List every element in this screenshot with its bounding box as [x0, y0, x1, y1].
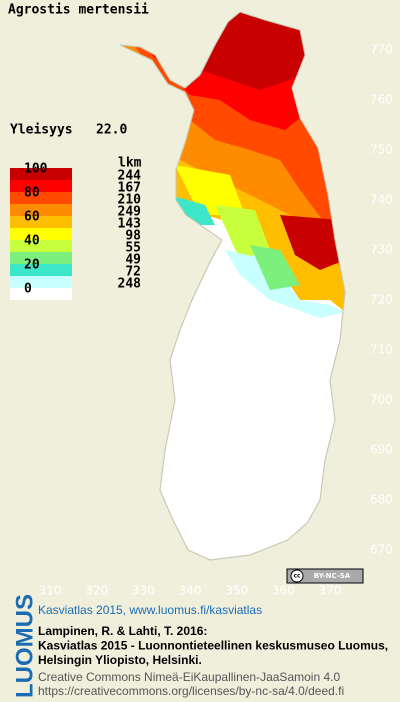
frequency-label: Yleisyys [10, 123, 73, 138]
license-badge-text: BY-NC-SA [314, 572, 351, 580]
footer-heading[interactable]: Kasviatlas 2015, www.luomus.fi/kasviatla… [38, 603, 262, 617]
legend-scale-label: 20 [24, 258, 40, 273]
y-coordinate-label: 670 [370, 543, 393, 557]
legend-swatch [10, 264, 72, 276]
legend-scale-label: 60 [24, 210, 40, 225]
y-coordinate-label: 710 [370, 343, 393, 357]
y-coordinate-label: 750 [370, 143, 393, 157]
legend-count: 249 [118, 205, 141, 220]
x-coordinate-label: 350 [225, 584, 248, 598]
legend-scale-label: 100 [24, 162, 48, 177]
frequency-value: 22.0 [96, 123, 127, 138]
citation-line: Kasviatlas 2015 - Luonnontieteellinen ke… [38, 639, 388, 653]
legend-scale-label: 40 [24, 234, 40, 249]
legend-swatch [10, 276, 72, 288]
y-coordinate-label: 720 [370, 293, 393, 307]
y-coordinate-label: 760 [370, 93, 393, 107]
x-coordinate-label: 360 [272, 584, 295, 598]
svg-text:cc: cc [293, 573, 301, 580]
legend-count: 143 [118, 217, 141, 232]
y-coordinate-label: 740 [370, 193, 393, 207]
x-coordinate-label: 320 [85, 584, 108, 598]
legend-swatch [10, 180, 72, 192]
license-badge: cc BY-NC-SA [286, 568, 364, 584]
legend-count: 244 [118, 169, 142, 184]
legend-swatch [10, 204, 72, 216]
y-coordinate-label: 770 [370, 43, 393, 57]
legend-count: 98 [125, 229, 141, 244]
legend-swatch [10, 288, 72, 300]
citation-line: Lampinen, R. & Lahti, T. 2016: [38, 624, 207, 638]
legend-count: 55 [125, 241, 141, 256]
x-coordinate-label: 340 [179, 584, 202, 598]
legend-count: 167 [118, 181, 141, 196]
y-coordinate-label: 700 [370, 393, 393, 407]
finland-map [119, 11, 346, 561]
legend-swatch [10, 228, 72, 240]
legend-scale-label: 0 [24, 282, 32, 297]
count-header: lkm [118, 156, 142, 171]
legend-swatch [10, 216, 72, 228]
license-line: Creative Commons Nimeä-EiKaupallinen-Jaa… [38, 670, 340, 684]
y-coordinate-label: 680 [370, 493, 393, 507]
x-coordinate-label: 370 [319, 584, 342, 598]
legend-count: 49 [125, 253, 141, 268]
legend-swatch [10, 252, 72, 264]
luomus-logo: LUOMUS [11, 594, 38, 698]
legend-scale-label: 80 [24, 186, 40, 201]
legend-swatch [10, 240, 72, 252]
y-coordinate-label: 690 [370, 443, 393, 457]
map-title: Agrostis mertensii [8, 3, 149, 18]
license-line: https://creativecommons.org/licenses/by-… [38, 684, 344, 698]
x-coordinate-label: 330 [132, 584, 155, 598]
legend-count: 248 [118, 277, 142, 292]
legend-swatch [10, 168, 72, 180]
legend-count: 210 [118, 193, 142, 208]
legend-count: 72 [125, 265, 141, 280]
legend-swatch [10, 192, 72, 204]
y-coordinate-label: 730 [370, 243, 393, 257]
citation-line: Helsingin Yliopisto, Helsinki. [38, 653, 202, 667]
x-coordinate-label: 310 [39, 584, 62, 598]
